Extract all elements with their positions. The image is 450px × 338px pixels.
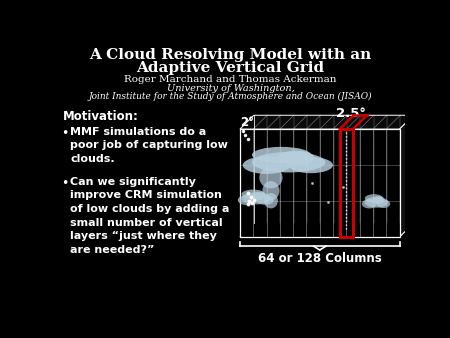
Ellipse shape xyxy=(243,156,291,174)
Ellipse shape xyxy=(262,181,279,200)
Text: MMF simulations do a
poor job of capturing low
clouds.: MMF simulations do a poor job of capturi… xyxy=(70,127,228,164)
Text: Can we significantly
improve CRM simulation
of low clouds by adding a
small numb: Can we significantly improve CRM simulat… xyxy=(70,177,230,255)
Ellipse shape xyxy=(376,199,390,208)
Ellipse shape xyxy=(238,195,257,205)
Ellipse shape xyxy=(252,147,311,163)
Text: Adaptive Vertical Grid: Adaptive Vertical Grid xyxy=(136,61,325,75)
Text: 2.5°: 2.5° xyxy=(336,107,366,120)
Text: •: • xyxy=(61,177,68,190)
Polygon shape xyxy=(240,115,414,129)
Ellipse shape xyxy=(364,197,388,208)
Bar xyxy=(340,129,353,237)
Text: 64 or 128 Columns: 64 or 128 Columns xyxy=(258,251,382,265)
Text: •: • xyxy=(61,127,68,140)
Ellipse shape xyxy=(259,167,283,188)
Text: A Cloud Resolving Model with an: A Cloud Resolving Model with an xyxy=(90,48,372,62)
Polygon shape xyxy=(240,129,400,237)
Ellipse shape xyxy=(252,192,266,200)
Ellipse shape xyxy=(289,157,333,173)
Ellipse shape xyxy=(242,190,265,199)
Ellipse shape xyxy=(278,150,315,165)
Ellipse shape xyxy=(252,152,325,172)
Ellipse shape xyxy=(364,194,383,203)
Ellipse shape xyxy=(242,192,271,204)
Ellipse shape xyxy=(264,193,278,209)
Text: Roger Marchand and Thomas Ackerman: Roger Marchand and Thomas Ackerman xyxy=(124,75,337,84)
Polygon shape xyxy=(400,115,414,237)
Text: Joint Institute for the Study of Atmosphere and Ocean (JISAO): Joint Institute for the Study of Atmosph… xyxy=(89,91,373,100)
Ellipse shape xyxy=(256,195,274,205)
Text: 2°: 2° xyxy=(240,116,254,129)
Ellipse shape xyxy=(362,199,377,209)
Ellipse shape xyxy=(373,196,384,204)
Text: Motivation:: Motivation: xyxy=(63,110,138,123)
Text: University of Washington,: University of Washington, xyxy=(167,84,294,93)
Polygon shape xyxy=(240,223,414,237)
